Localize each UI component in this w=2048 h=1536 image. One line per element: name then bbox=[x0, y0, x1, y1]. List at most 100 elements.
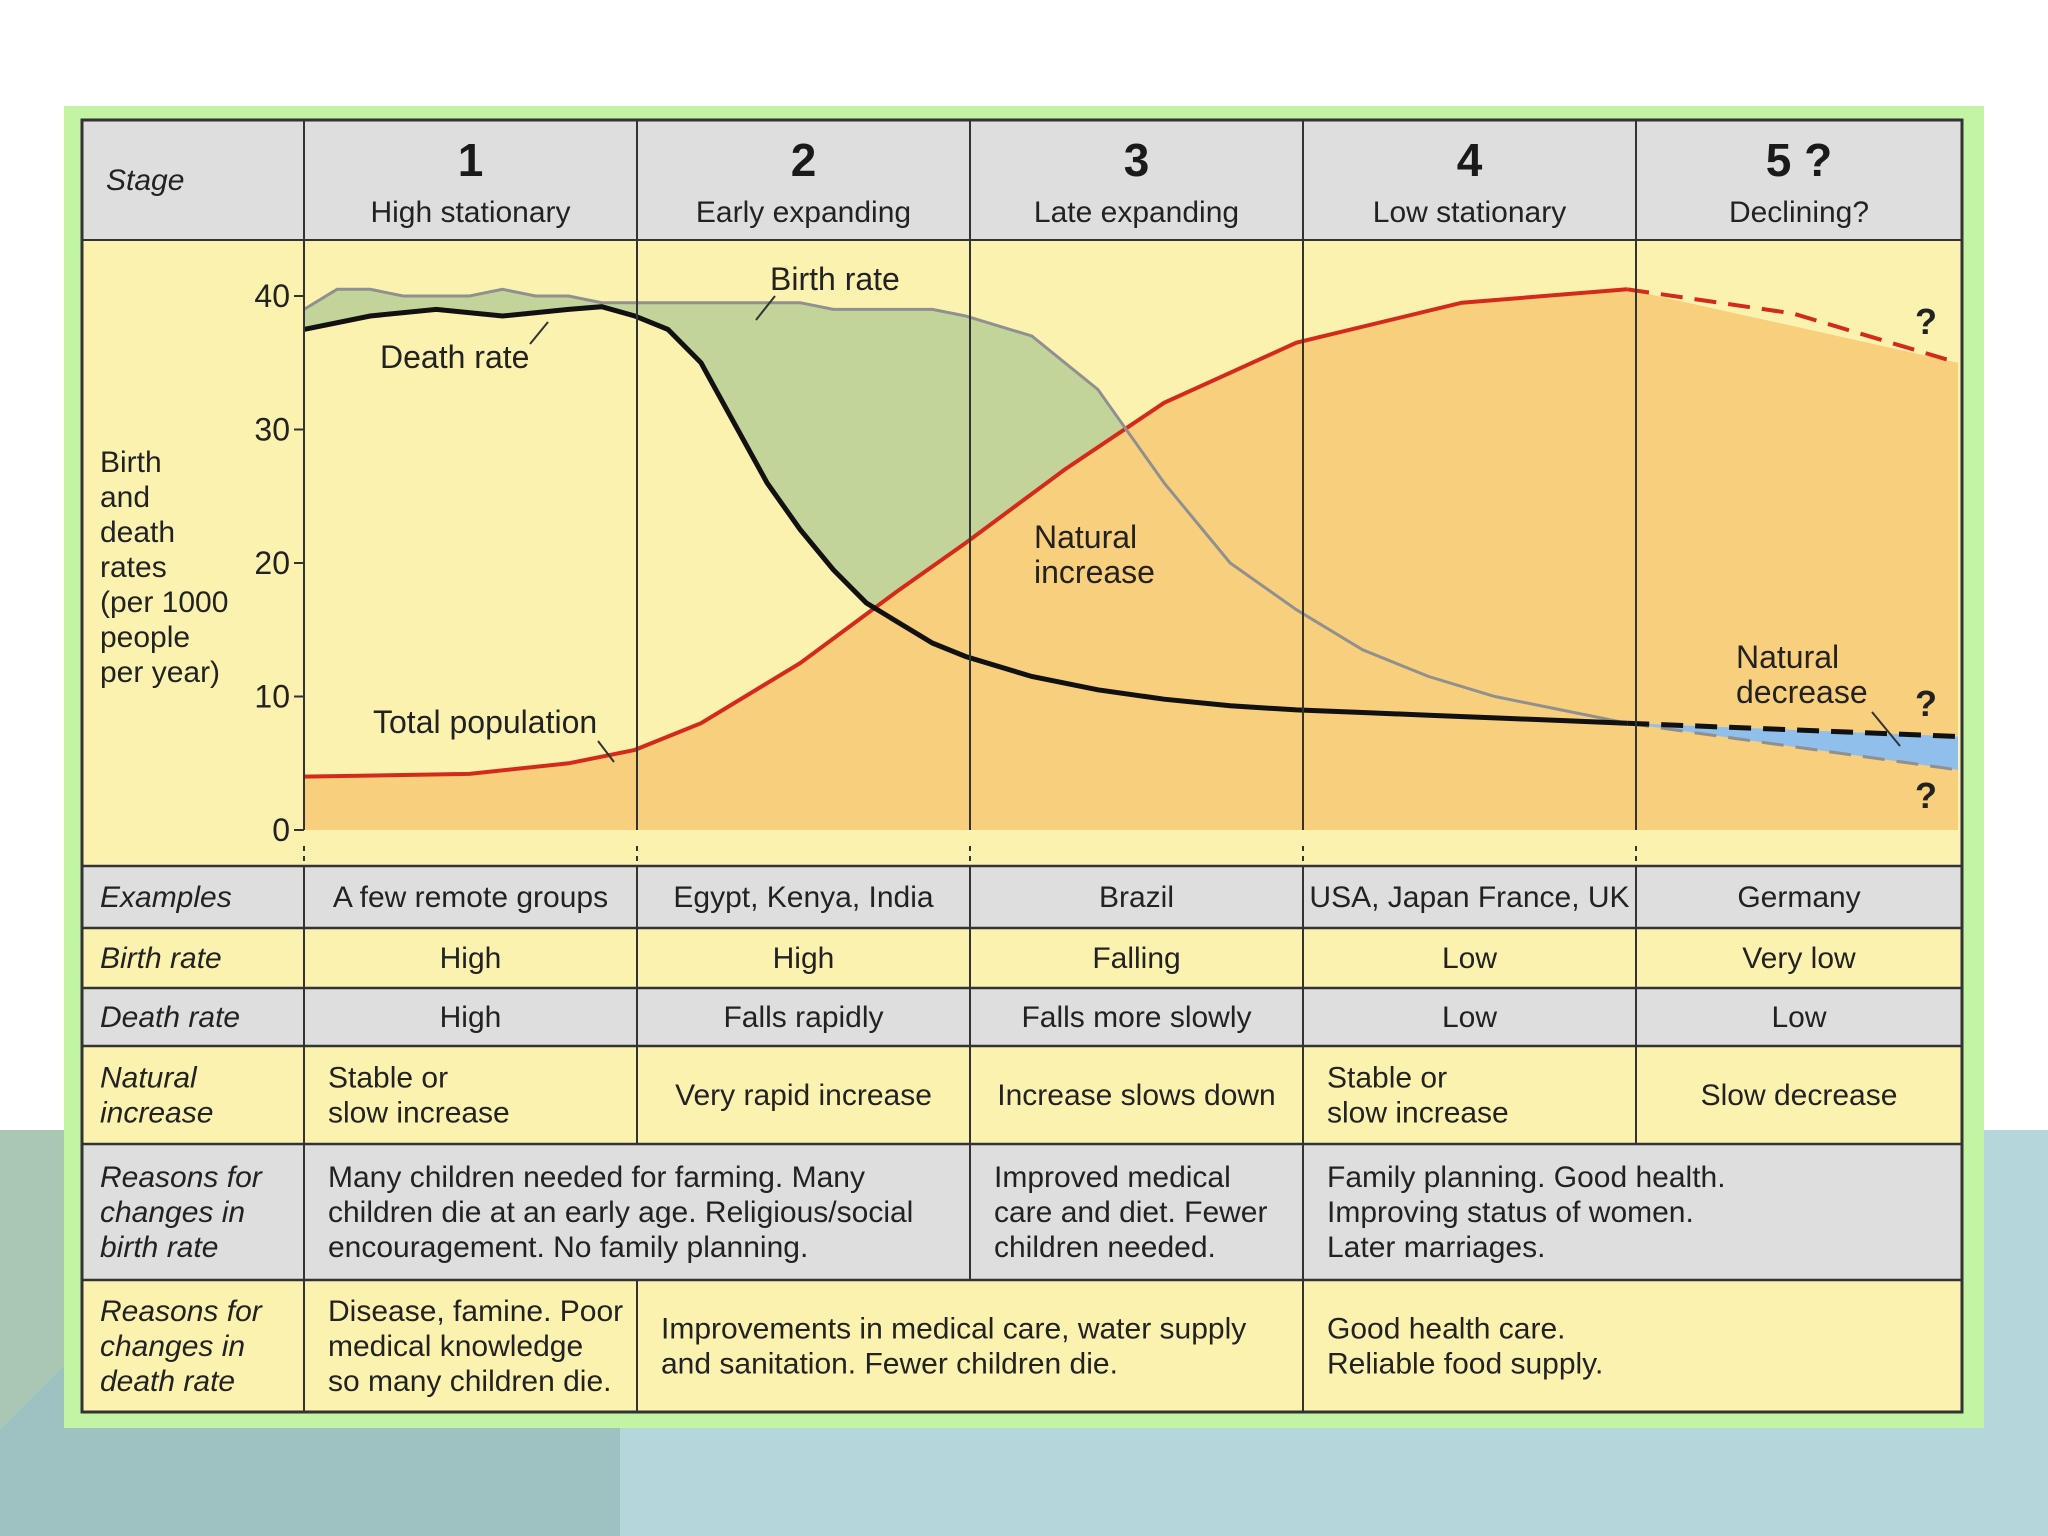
row-label: death rate bbox=[100, 1365, 235, 1398]
natural-decrease-annotation: Natural bbox=[1736, 639, 1839, 675]
table-row-bg bbox=[82, 1046, 1962, 1144]
y-axis-label-line: death bbox=[100, 516, 175, 549]
table-cell-text: Reliable food supply. bbox=[1327, 1348, 1603, 1381]
row-label: birth rate bbox=[100, 1231, 218, 1264]
table-cell-text: Good health care. bbox=[1327, 1313, 1566, 1346]
y-axis-label-line: (per 1000 bbox=[100, 586, 228, 619]
row-label: Natural bbox=[100, 1062, 198, 1095]
table-cell-text: Falls more slowly bbox=[1021, 1001, 1251, 1034]
y-tick-label: 20 bbox=[254, 545, 290, 581]
death-rate-projection bbox=[1627, 720, 1959, 739]
table-cell-text: Increase slows down bbox=[997, 1079, 1275, 1112]
stage-name: Early expanding bbox=[696, 196, 911, 229]
table-cell-text: Later marriages. bbox=[1327, 1231, 1545, 1264]
total-population-area bbox=[304, 289, 1958, 830]
uncertainty-question-mark: ? bbox=[1915, 301, 1937, 342]
table-cell-text: Very rapid increase bbox=[675, 1079, 932, 1112]
birth-rate-pointer bbox=[755, 295, 776, 321]
table-cell-text: Many children needed for farming. Many bbox=[328, 1161, 865, 1194]
table-row-bg bbox=[82, 866, 1962, 928]
table-cell-text: slow increase bbox=[1327, 1097, 1509, 1130]
natural-decrease-pointer bbox=[1871, 711, 1901, 747]
stage-number: 1 bbox=[458, 134, 484, 186]
table-row-bg bbox=[82, 1280, 1962, 1412]
table-cell-text: so many children die. bbox=[328, 1365, 611, 1398]
row-label: Reasons for bbox=[100, 1295, 263, 1328]
row-label: changes in bbox=[100, 1330, 245, 1363]
stage-number: 5 ? bbox=[1766, 134, 1832, 186]
table-cell-text: Stable or bbox=[1327, 1062, 1447, 1095]
table-row-bg bbox=[82, 928, 1962, 988]
total-population-pointer bbox=[597, 740, 615, 763]
stage-number: 2 bbox=[791, 134, 817, 186]
death-rate-annotation: Death rate bbox=[380, 339, 529, 375]
stage-number: 3 bbox=[1124, 134, 1150, 186]
table-cell-text: Improving status of women. bbox=[1327, 1196, 1694, 1229]
table-cell-text: Germany bbox=[1737, 881, 1860, 914]
table-cell-text: Improved medical bbox=[994, 1161, 1231, 1194]
uncertainty-question-mark: ? bbox=[1915, 775, 1937, 816]
table-cell-text: Low bbox=[1771, 1001, 1826, 1034]
y-axis-label-line: per year) bbox=[100, 656, 220, 689]
table-cell-text: Egypt, Kenya, India bbox=[673, 881, 933, 914]
row-label: Examples bbox=[100, 881, 232, 914]
stage-name: Late expanding bbox=[1034, 196, 1239, 229]
y-axis-label-line: people bbox=[100, 621, 190, 654]
birth-rate-annotation: Birth rate bbox=[770, 261, 900, 297]
table-cell-text: Slow decrease bbox=[1701, 1079, 1898, 1112]
table-cell-text: Falling bbox=[1092, 942, 1180, 975]
table-cell-text: Disease, famine. Poor bbox=[328, 1295, 623, 1328]
table-cell-text: Low bbox=[1442, 1001, 1497, 1034]
table-cell-text: and sanitation. Fewer children die. bbox=[661, 1348, 1118, 1381]
table-cell-text: Family planning. Good health. bbox=[1327, 1161, 1726, 1194]
stage-name: Low stationary bbox=[1373, 196, 1566, 229]
table-cell-text: Very low bbox=[1742, 942, 1856, 975]
table-cell-text: Falls rapidly bbox=[723, 1001, 883, 1034]
table-cell-text: Brazil bbox=[1099, 881, 1174, 914]
natural-increase-annotation: Natural bbox=[1034, 519, 1137, 555]
birth-rate-projection bbox=[1626, 721, 1959, 772]
total-population-line bbox=[303, 287, 1628, 779]
y-axis-label-line: rates bbox=[100, 551, 167, 584]
table-cell-text: encouragement. No family planning. bbox=[328, 1231, 808, 1264]
stage-label: Stage bbox=[106, 164, 184, 197]
y-tick-label: 0 bbox=[272, 812, 290, 848]
table-cell-text: Improvements in medical care, water supp… bbox=[661, 1313, 1246, 1346]
uncertainty-question-mark: ? bbox=[1915, 683, 1937, 724]
death-rate-line bbox=[303, 304, 1628, 726]
y-tick-label: 30 bbox=[254, 412, 290, 448]
stage-name: Declining? bbox=[1729, 196, 1869, 229]
row-label: changes in bbox=[100, 1196, 245, 1229]
y-tick-label: 10 bbox=[254, 679, 290, 715]
table-row-bg bbox=[82, 988, 1962, 1046]
table-cell-text: children needed. bbox=[994, 1231, 1216, 1264]
total-population-projection bbox=[1626, 287, 1959, 365]
y-tick-label: 40 bbox=[254, 278, 290, 314]
row-label: Birth rate bbox=[100, 942, 222, 975]
total-population-annotation: Total population bbox=[373, 704, 597, 740]
table-cell-text: Stable or bbox=[328, 1062, 448, 1095]
table-row-bg bbox=[82, 1144, 1962, 1280]
table-cell-text: children die at an early age. Religious/… bbox=[328, 1196, 913, 1229]
header-row-bg bbox=[82, 120, 1962, 240]
table-cell-text: Low bbox=[1442, 942, 1497, 975]
table-cell-text: High bbox=[773, 942, 835, 975]
stage-name: High stationary bbox=[370, 196, 570, 229]
stage-number: 4 bbox=[1457, 134, 1483, 186]
row-label: increase bbox=[100, 1097, 213, 1130]
row-label: Death rate bbox=[100, 1001, 240, 1034]
table-cell-text: slow increase bbox=[328, 1097, 510, 1130]
natural-increase-annotation: increase bbox=[1034, 554, 1155, 590]
row-label: Reasons for bbox=[100, 1161, 263, 1194]
y-axis-label-line: and bbox=[100, 481, 150, 514]
table-cell-text: High bbox=[440, 1001, 502, 1034]
birth-rate-line bbox=[303, 287, 1628, 725]
table-cell-text: USA, Japan France, UK bbox=[1309, 881, 1629, 914]
y-axis-label-line: Birth bbox=[100, 446, 162, 479]
table-cell-text: care and diet. Fewer bbox=[994, 1196, 1267, 1229]
table-cell-text: A few remote groups bbox=[333, 881, 608, 914]
table-cell-text: High bbox=[440, 942, 502, 975]
table-cell-text: medical knowledge bbox=[328, 1330, 583, 1363]
death-rate-pointer bbox=[529, 321, 549, 345]
